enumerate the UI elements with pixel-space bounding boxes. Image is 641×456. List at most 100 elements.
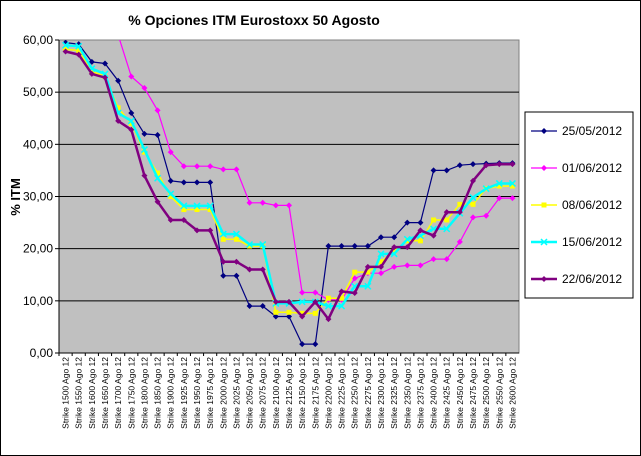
x-tick-label: Strike 1975 Ago 12 — [205, 357, 215, 429]
x-tick-label: Strike 2050 Ago 12 — [245, 357, 255, 429]
data-point — [508, 179, 516, 187]
data-point — [404, 219, 411, 226]
series-25/05/2012 — [62, 40, 516, 348]
data-point — [207, 227, 214, 234]
data-point — [102, 74, 108, 81]
data-point — [430, 232, 437, 239]
data-point — [417, 227, 424, 234]
data-point — [391, 248, 397, 254]
legend-label: 08/06/2012 — [562, 198, 622, 212]
data-point — [167, 149, 174, 156]
data-point — [115, 77, 122, 84]
data-point — [75, 42, 83, 50]
legend-entry: 22/06/2012 — [531, 272, 622, 286]
data-point — [469, 194, 477, 202]
data-point — [509, 195, 516, 202]
data-point — [325, 316, 332, 323]
legend-label: 15/06/2012 — [562, 235, 622, 249]
data-point — [470, 214, 476, 221]
y-tick-label: 10,00 — [23, 294, 53, 308]
data-point — [272, 298, 279, 305]
data-point — [115, 32, 121, 38]
x-tick-label: Strike 2375 Ago 12 — [415, 357, 425, 429]
data-point — [404, 262, 411, 269]
data-point — [312, 310, 318, 316]
data-point — [128, 126, 135, 133]
x-tick-label: Strike 1700 Ago 12 — [113, 357, 123, 429]
data-point — [220, 236, 226, 242]
data-point — [325, 295, 331, 301]
data-point — [62, 40, 69, 46]
data-point — [62, 48, 69, 55]
data-point — [338, 288, 345, 295]
data-point — [496, 195, 503, 202]
data-point — [272, 202, 279, 209]
data-point — [324, 302, 332, 310]
series-01/06/2012 — [115, 32, 516, 303]
data-point — [325, 243, 332, 250]
legend-entries: 25/05/2012 01/06/2012 08/06/2012 15/06/2012… — [531, 124, 622, 286]
data-point — [207, 179, 214, 186]
data-point — [443, 167, 450, 174]
data-point — [509, 183, 515, 189]
data-point — [391, 263, 398, 270]
data-point — [155, 170, 161, 176]
data-point — [62, 41, 70, 49]
x-tick-label: Strike 2175 Ago 12 — [310, 357, 320, 429]
data-point — [273, 309, 279, 315]
data-point — [496, 161, 503, 168]
data-point — [483, 212, 490, 219]
data-point — [128, 110, 135, 117]
data-point — [206, 202, 214, 210]
data-point — [404, 244, 411, 251]
legend-marker — [541, 276, 547, 282]
data-point — [128, 73, 135, 80]
data-point — [259, 266, 266, 273]
data-point — [298, 298, 306, 306]
data-point — [140, 146, 148, 154]
chart-title: % Opciones ITM Eurostoxx 50 Agosto — [128, 12, 380, 28]
y-tick-label: 40,00 — [23, 137, 53, 151]
x-tick-label: Strike 2150 Ago 12 — [297, 357, 307, 429]
legend-entry: 08/06/2012 — [531, 198, 622, 212]
y-axis-ticks: 0,00 10,00 20,00 30,00 40,00 50,00 60,00 — [23, 33, 519, 360]
y-axis-label: % ITM — [8, 178, 23, 216]
legend-marker — [541, 165, 547, 171]
data-point — [417, 219, 424, 226]
data-point — [102, 60, 108, 67]
x-tick-label: Strike 2325 Ago 12 — [389, 357, 399, 429]
data-point — [194, 227, 200, 234]
data-point — [76, 47, 82, 53]
data-point — [364, 243, 371, 250]
legend-marker — [541, 128, 547, 134]
y-tick-label: 50,00 — [23, 85, 53, 99]
data-point — [232, 230, 240, 238]
data-point — [194, 163, 200, 170]
data-point — [154, 174, 162, 182]
data-point — [286, 309, 292, 315]
data-point — [365, 269, 371, 275]
data-point — [246, 240, 254, 249]
series-22/06/2012 — [62, 48, 516, 323]
data-point — [286, 202, 292, 209]
y-tick-label: 20,00 — [23, 242, 53, 256]
data-point — [482, 185, 490, 193]
data-point — [194, 179, 200, 186]
legend-marker — [540, 238, 548, 246]
x-tick-label: Strike 2300 Ago 12 — [376, 357, 386, 429]
data-point — [167, 177, 174, 184]
x-tick-label: Strike 2250 Ago 12 — [350, 357, 360, 429]
data-point — [167, 190, 175, 198]
data-point — [286, 313, 292, 320]
data-point — [378, 270, 384, 277]
legend-label: 01/06/2012 — [562, 161, 622, 175]
data-point — [233, 272, 240, 279]
data-point — [377, 250, 385, 258]
x-tick-label: Strike 1550 Ago 12 — [74, 357, 84, 429]
data-point — [457, 201, 463, 207]
data-point — [496, 183, 502, 189]
x-tick-label: Strike 1900 Ago 12 — [166, 357, 176, 429]
data-point — [259, 199, 266, 206]
legend-entry: 25/05/2012 — [531, 124, 622, 138]
data-point — [456, 209, 463, 216]
